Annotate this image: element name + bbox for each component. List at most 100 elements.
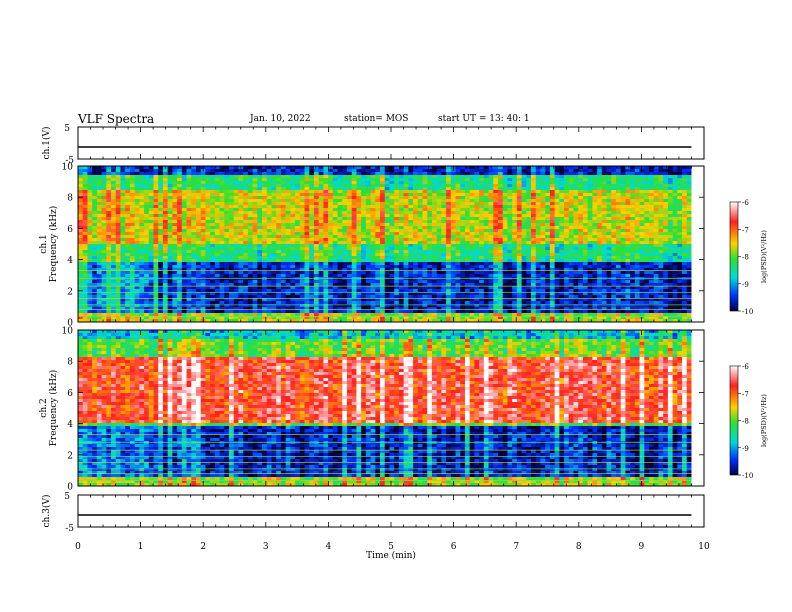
spectrogram-cell	[219, 202, 225, 206]
spectrogram-cell	[615, 265, 622, 269]
spectrogram-cell	[337, 223, 343, 227]
spectrogram-cell	[686, 208, 692, 212]
spectrogram-cell	[549, 226, 556, 230]
spectrogram-cell	[526, 193, 532, 197]
spectrogram-cell	[474, 211, 480, 215]
spectrogram-cell	[271, 274, 277, 278]
spectrogram-cell	[295, 223, 301, 227]
spectrogram-cell	[488, 241, 494, 245]
spectrogram-cell	[431, 214, 438, 218]
spectrogram-cell	[479, 205, 485, 209]
spectrogram-cell	[92, 253, 98, 257]
spectrogram-cell	[342, 208, 348, 212]
spectrogram-cell	[686, 211, 692, 215]
spectrogram-cell	[446, 256, 452, 260]
spectrogram-cell	[318, 274, 324, 278]
spectrogram-cell	[634, 262, 640, 266]
spectrogram-cell	[436, 244, 442, 248]
spectrogram-cell	[417, 271, 423, 275]
spectrogram-cell	[403, 181, 409, 185]
spectrogram-cell	[318, 238, 324, 242]
spectrogram-cell	[389, 187, 395, 191]
spectrogram-cell	[408, 238, 414, 242]
spectrogram-cell	[431, 265, 438, 269]
spectrogram-cell	[483, 223, 489, 227]
spectrogram-cell	[101, 193, 107, 197]
spectrogram-cell	[328, 232, 334, 236]
spectrogram-cell	[469, 166, 475, 170]
spectrogram-cell	[82, 187, 88, 191]
spectrogram-cell	[436, 175, 442, 179]
spectrogram-cell	[597, 196, 603, 200]
spectrogram-cell	[653, 250, 659, 254]
spectrogram-cell	[634, 226, 640, 230]
spectrogram-cell	[682, 193, 688, 197]
spectrogram-cell	[200, 262, 206, 266]
spectrogram-cell	[601, 253, 607, 257]
spectrogram-cell	[96, 268, 102, 272]
spectrogram-cell	[370, 214, 376, 218]
spectrogram-cell	[266, 175, 272, 179]
spectrogram-cell	[158, 256, 164, 260]
spectrogram-cell	[516, 256, 522, 260]
spectrogram-cell	[422, 265, 428, 269]
spectrogram-cell	[328, 196, 334, 200]
spectrogram-cell	[346, 199, 353, 203]
spectrogram-cell	[87, 175, 93, 179]
spectrogram-cell	[677, 190, 683, 194]
spectrogram-cell	[521, 262, 527, 266]
spectrogram-cell	[129, 250, 136, 254]
spectrogram-cell	[262, 211, 268, 215]
spectrogram-cell	[238, 223, 244, 227]
spectrogram-cell	[318, 235, 324, 239]
spectrogram-cell	[257, 214, 263, 218]
spectrogram-cell	[549, 241, 556, 245]
spectrogram-cell	[408, 193, 414, 197]
spectrogram-cell	[431, 253, 438, 257]
spectrogram-cell	[148, 208, 154, 212]
spectrogram-cell	[191, 268, 197, 272]
spectrogram-cell	[238, 178, 244, 182]
spectrogram-cell	[115, 265, 121, 269]
spectrogram-cell	[634, 232, 640, 236]
spectrogram-cell	[139, 271, 145, 275]
spectrogram-cell	[413, 259, 419, 263]
spectrogram-cell	[582, 205, 589, 209]
spectrogram-cell	[210, 190, 216, 194]
spectrogram-cell	[276, 208, 282, 212]
spectrogram-cell	[318, 214, 324, 218]
spectrogram-cell	[356, 214, 362, 218]
spectrogram-cell	[582, 229, 589, 233]
spectrogram-cell	[134, 190, 140, 194]
spectrogram-cell	[587, 223, 593, 227]
spectrogram-cell	[441, 262, 447, 266]
spectrogram-cell	[521, 235, 527, 239]
spectrogram-cell	[115, 226, 121, 230]
spectrogram-cell	[120, 262, 126, 266]
spectrogram-cell	[531, 172, 537, 176]
spectrogram-cell	[483, 196, 489, 200]
spectrogram-cell	[299, 217, 305, 221]
spectrogram-cell	[332, 211, 338, 215]
spectrogram-cell	[389, 223, 395, 227]
spectrogram-cell	[417, 175, 423, 179]
spectrogram-cell	[82, 232, 88, 236]
spectrogram-cell	[280, 235, 287, 239]
spectrogram-cell	[375, 193, 381, 197]
spectrogram-cell	[653, 226, 659, 230]
spectrogram-cell	[606, 193, 612, 197]
spectrogram-cell	[233, 226, 239, 230]
spectrogram-cell	[162, 238, 169, 242]
spectrogram-cell	[615, 187, 622, 191]
spectrogram-cell	[96, 220, 102, 224]
spectrogram-cell	[365, 223, 371, 227]
spectrogram-cell	[573, 178, 579, 182]
spectrogram-cell	[148, 247, 154, 251]
spectrogram-cell	[290, 178, 296, 182]
spectrogram-cell	[280, 268, 287, 272]
spectrogram-cell	[507, 271, 513, 275]
spectrogram-cell	[276, 265, 282, 269]
spectrogram-cell	[606, 211, 612, 215]
spectrogram-cell	[82, 193, 88, 197]
spectrogram-cell	[502, 193, 508, 197]
